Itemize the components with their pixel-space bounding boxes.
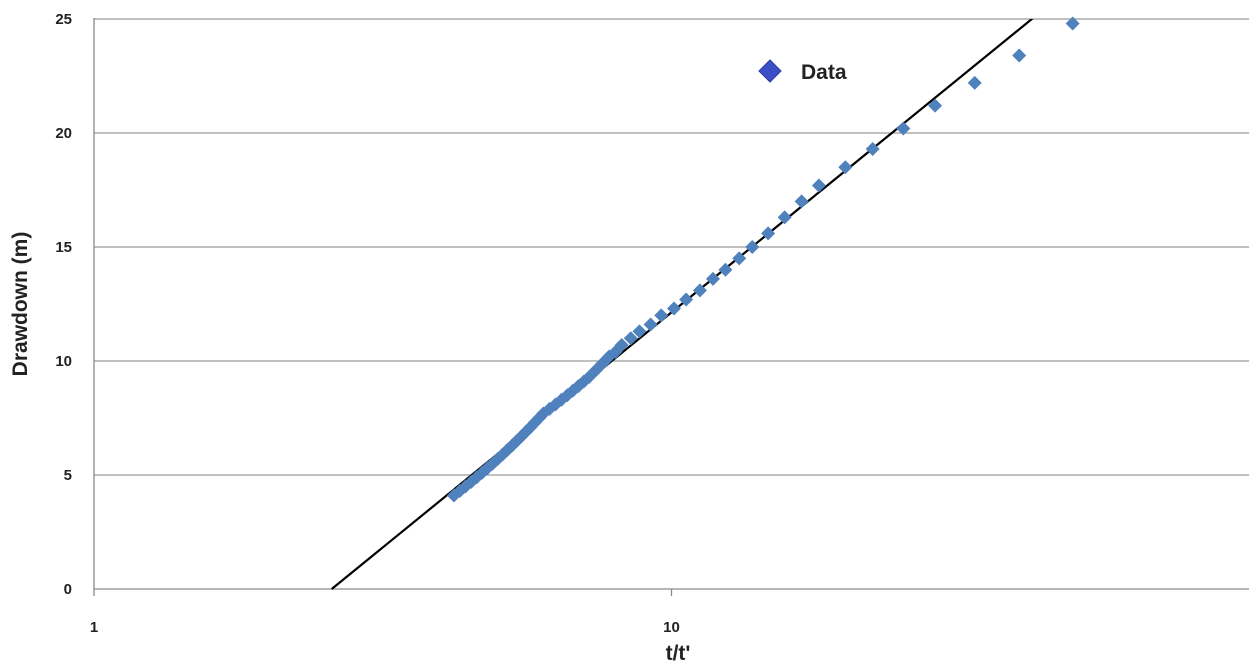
data-markers-layer [446, 16, 1080, 503]
x-tick-label: 10 [663, 619, 680, 636]
data-point [666, 301, 681, 316]
data-point [732, 251, 747, 266]
data-point [745, 240, 760, 254]
data-point [643, 317, 658, 332]
grid-layer [94, 18, 1249, 476]
data-point [777, 210, 792, 225]
y-tick-label: 0 [64, 581, 72, 598]
data-point [811, 178, 826, 193]
y-axis-title: Drawdown (m) [9, 232, 32, 377]
data-point [654, 308, 669, 323]
y-tick-label: 10 [55, 353, 72, 370]
data-point [692, 283, 707, 298]
data-point [623, 331, 638, 346]
y-tick-label: 5 [64, 467, 72, 484]
y-tick-label: 15 [55, 239, 72, 256]
data-point [896, 121, 911, 136]
data-point [967, 75, 982, 90]
data-point [838, 160, 853, 175]
legend-marker-icon [758, 59, 782, 83]
data-point [706, 271, 721, 286]
axes-layer [93, 18, 1249, 596]
data-point [614, 338, 629, 353]
tick-labels-layer: 0 5 10 15 20 25 1 10 [55, 11, 680, 636]
x-tick-label: 1 [90, 619, 98, 636]
legend-label: Data [801, 61, 847, 84]
x-axis-title: t/t' [666, 642, 691, 665]
data-point [1012, 48, 1027, 63]
y-tick-label: 25 [55, 11, 72, 28]
data-point [679, 292, 694, 307]
y-tick-label: 20 [55, 125, 72, 142]
data-point [928, 98, 943, 113]
legend: Data [758, 59, 847, 84]
data-point [632, 324, 647, 339]
data-point [1065, 16, 1080, 31]
data-point [865, 141, 880, 156]
data-point [794, 194, 809, 209]
data-point [761, 226, 776, 241]
data-point [718, 262, 733, 277]
